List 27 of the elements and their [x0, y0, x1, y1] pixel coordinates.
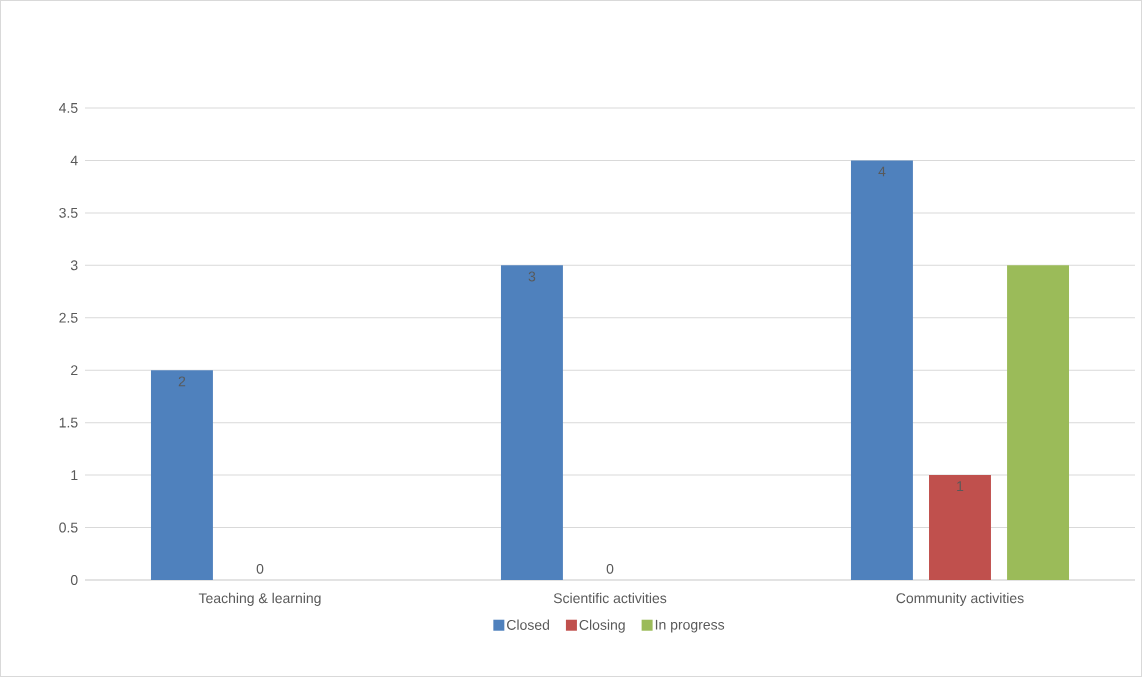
y-tick-label: 0.5 [59, 522, 78, 533]
y-tick-label: 4.5 [58, 103, 78, 113]
legend-label: Closing [579, 619, 625, 633]
data-label: 1 [957, 481, 964, 491]
bar [150, 370, 213, 580]
data-label: 3 [528, 271, 536, 282]
data-label: 2 [178, 376, 186, 387]
bar [1007, 265, 1070, 580]
y-tick-label: 3 [70, 260, 78, 271]
x-tick-label: Community activities [896, 592, 1024, 606]
x-tick-label: Scientific activities [553, 592, 667, 604]
bar [929, 475, 991, 580]
y-tick-label: 2.5 [59, 312, 78, 323]
legend-label: Closed [507, 619, 550, 630]
data-label: 0 [606, 563, 614, 574]
x-tick-label: Teaching & learning [198, 592, 321, 606]
y-tick-label: 4 [70, 155, 78, 166]
y-tick-label: 1 [71, 470, 78, 480]
y-tick-label: 0 [70, 575, 78, 585]
bar [850, 160, 913, 580]
data-label: 4 [878, 166, 886, 177]
data-label: 0 [256, 563, 264, 574]
y-tick-label: 1.5 [59, 417, 78, 428]
legend-label: In progress [655, 619, 725, 633]
y-tick-label: 2 [71, 365, 78, 376]
y-tick-label: 3.5 [59, 207, 78, 218]
bar [500, 265, 563, 580]
